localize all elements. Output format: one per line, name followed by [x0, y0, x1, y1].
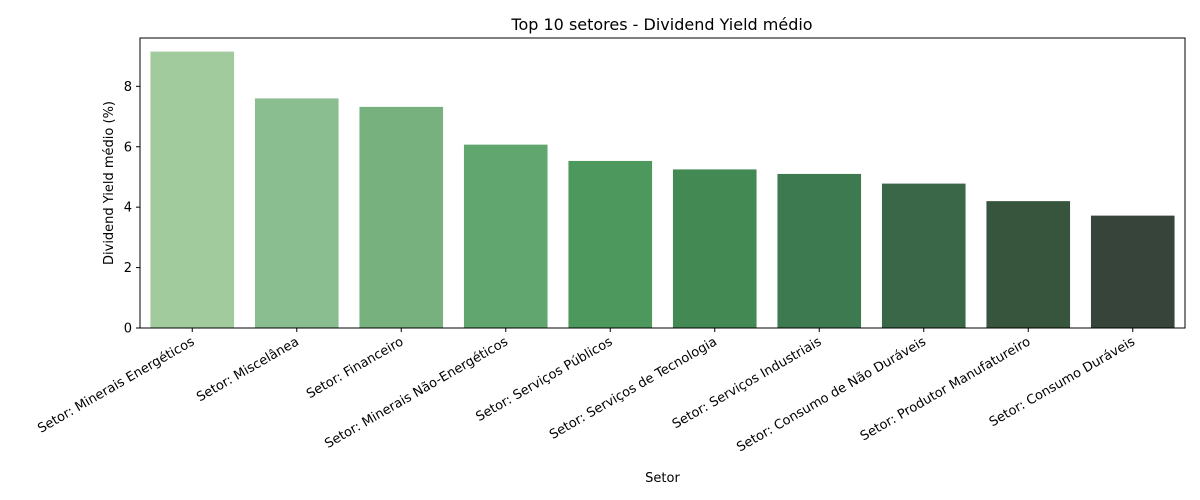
y-tick-label-5: 8 [124, 80, 132, 95]
bar-9 [986, 201, 1071, 328]
y-tick-label-4: 6 [124, 140, 132, 155]
y-axis-label: Dividend Yield médio (%) [102, 101, 117, 265]
y-tick-label-1: 0 [124, 322, 132, 337]
bar-8 [881, 183, 966, 328]
plot-frame [139, 37, 1186, 329]
x-tick-label-3: Setor: Financeiro [304, 334, 406, 402]
chart-title: Top 10 setores - Dividend Yield médio [510, 15, 812, 34]
x-tick-label-9: Setor: Produtor Manufatureiro [858, 334, 1033, 444]
x-tick-label-8: Setor: Consumo de Não Duráveis [734, 334, 929, 455]
x-tick-label-2: Setor: Miscelânea [194, 334, 301, 405]
x-tick-label-4: Setor: Minerais Não-Energéticos [322, 334, 511, 452]
bar-10 [1090, 215, 1175, 328]
y-tick-label-2: 2 [124, 261, 132, 276]
bar-7 [777, 173, 862, 328]
bar-4 [463, 144, 548, 328]
y-tick-label-3: 4 [124, 201, 132, 216]
x-axis-label: Setor [645, 471, 680, 486]
bar-2 [254, 98, 339, 329]
x-tick-label-1: Setor: Minerais Energéticos [35, 334, 197, 436]
bar-6 [672, 169, 757, 328]
bar-5 [568, 160, 653, 328]
y-axis: 0 2 4 6 8 [124, 80, 140, 337]
bar-3 [359, 106, 444, 328]
bars-group [150, 51, 1175, 329]
bar-1 [150, 51, 235, 328]
x-tick-label-6: Setor: Serviços de Tecnologia [547, 334, 720, 442]
